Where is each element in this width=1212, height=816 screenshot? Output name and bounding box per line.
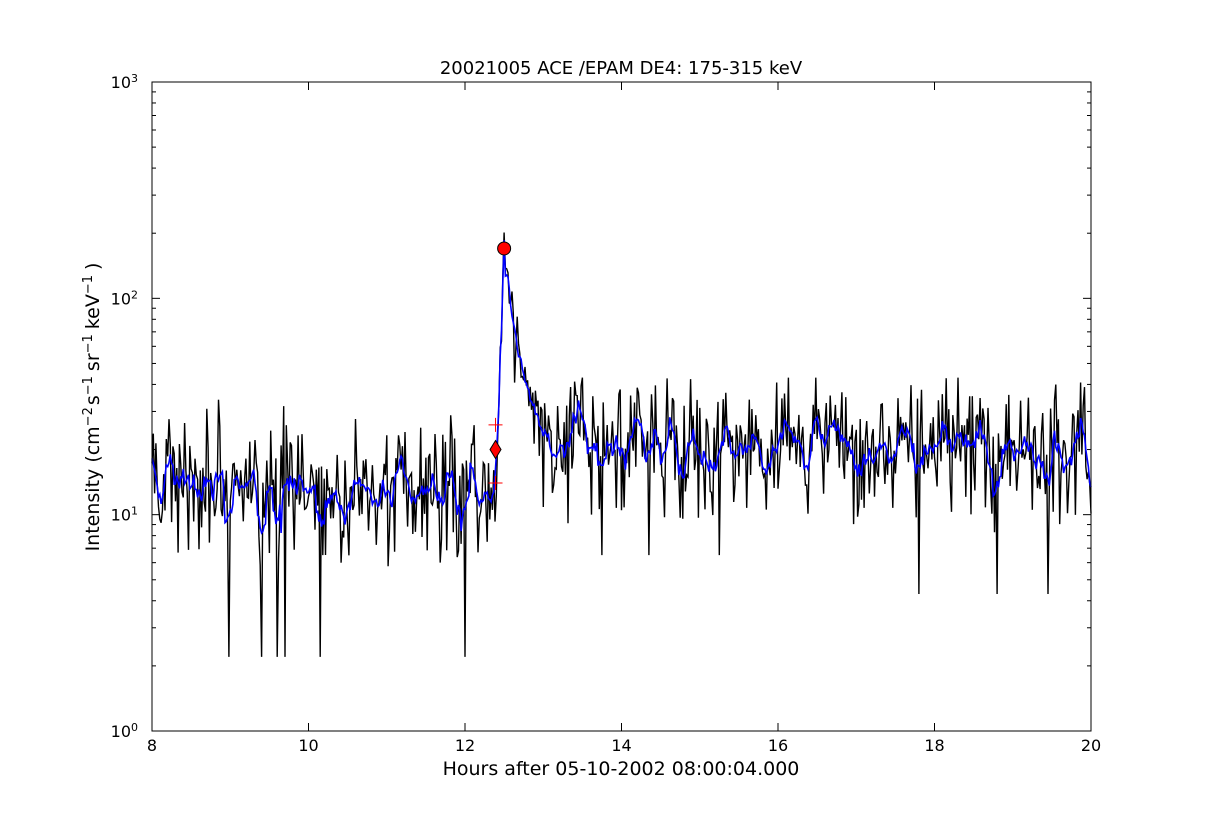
onset-marker [489, 439, 502, 460]
x-tick-label: 18 [924, 736, 944, 755]
y-tick-label: 100 [111, 721, 138, 742]
y-tick-label-base: 10 [111, 506, 131, 525]
smoothed-intensity-series [151, 240, 1092, 535]
y-tick-label-exponent: 0 [131, 721, 138, 734]
y-axis-label-sup3: −1 [81, 334, 96, 353]
onset-bound-marker [488, 476, 503, 491]
y-axis-label-kev: keV [82, 294, 104, 329]
peak-marker [497, 241, 512, 256]
plot-frame [151, 81, 1092, 732]
chart-title: 20021005 ACE /EPAM DE4: 175-315 keV [440, 58, 803, 79]
y-tick-label-base: 10 [111, 722, 131, 741]
y-tick-label: 101 [111, 504, 138, 525]
x-tick-label: 20 [1081, 736, 1101, 755]
y-tick-label-exponent: 1 [131, 504, 138, 517]
y-tick-label-base: 10 [111, 289, 131, 308]
y-axis-label-s: s [82, 395, 104, 405]
raw-intensity-series [151, 232, 1092, 657]
y-axis-label-sup4: −1 [81, 275, 96, 294]
y-tick-label-exponent: 3 [131, 72, 138, 85]
x-axis-label: Hours after 05-10-2002 08:00:04.000 [443, 758, 800, 780]
y-tick-label: 102 [111, 288, 138, 309]
x-tick-label: 16 [768, 736, 788, 755]
y-axis-label-sup1: −2 [81, 407, 96, 426]
y-axis-label-sr: sr [82, 353, 104, 371]
y-axis-label-sup2: −1 [81, 376, 96, 395]
y-tick-label-exponent: 2 [131, 288, 138, 301]
x-tick-label: 12 [455, 736, 475, 755]
y-tick-label-base: 10 [111, 73, 131, 92]
onset-bound-marker [488, 417, 503, 432]
x-tick-label: 10 [298, 736, 318, 755]
x-tick-label: 14 [611, 736, 631, 755]
y-axis-label-end: ) [82, 263, 104, 270]
y-axis-label-base: Intensity (cm [82, 426, 104, 551]
x-tick-label: 8 [147, 736, 157, 755]
y-tick-label: 103 [111, 72, 138, 93]
y-axis-label: Intensity (cm−2s−1sr−1keV−1) [81, 263, 105, 552]
